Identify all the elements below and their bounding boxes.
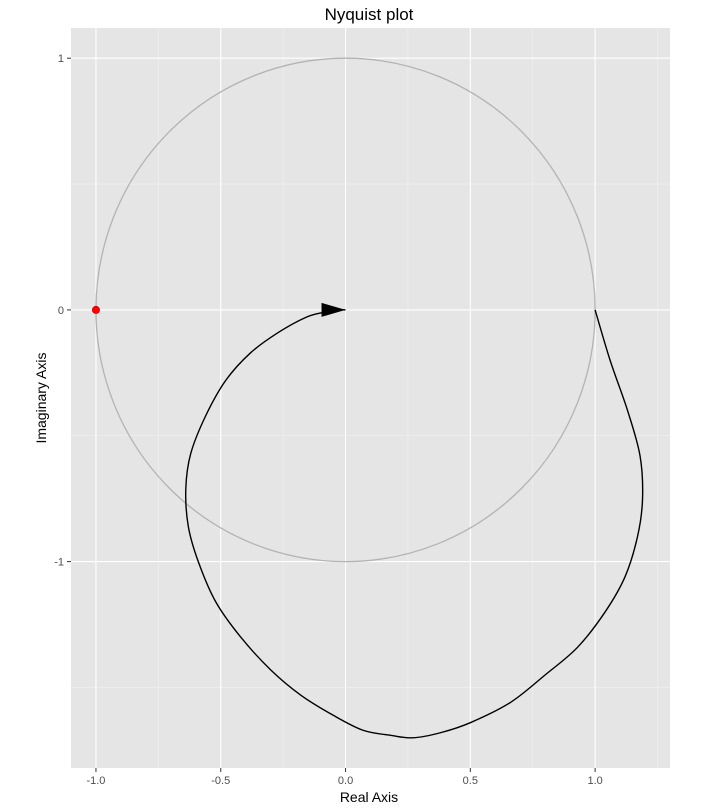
x-tick-label: -0.5 bbox=[211, 775, 230, 787]
critical-point-marker bbox=[91, 305, 100, 314]
x-tick-label: 0.0 bbox=[338, 775, 353, 787]
plot-panel bbox=[71, 28, 670, 768]
nyquist-curve bbox=[185, 309, 644, 739]
x-axis-title: Real Axis bbox=[340, 789, 398, 805]
data-series bbox=[91, 57, 644, 739]
grid-lines bbox=[71, 28, 670, 768]
chart-title: Nyquist plot bbox=[325, 5, 414, 24]
y-axis-title: Imaginary Axis bbox=[33, 352, 49, 443]
x-tick-label: 1.0 bbox=[587, 775, 602, 787]
y-tick-label: 1 bbox=[58, 53, 64, 65]
axis-ticks: -1.0 -0.5 0.0 0.5 1.0 1 0 -1 bbox=[54, 53, 603, 787]
y-tick-label: -1 bbox=[54, 557, 64, 569]
x-tick-label: -1.0 bbox=[86, 775, 105, 787]
y-tick-label: 0 bbox=[58, 305, 64, 317]
x-tick-label: 0.5 bbox=[463, 775, 478, 787]
direction-arrow bbox=[321, 302, 346, 317]
